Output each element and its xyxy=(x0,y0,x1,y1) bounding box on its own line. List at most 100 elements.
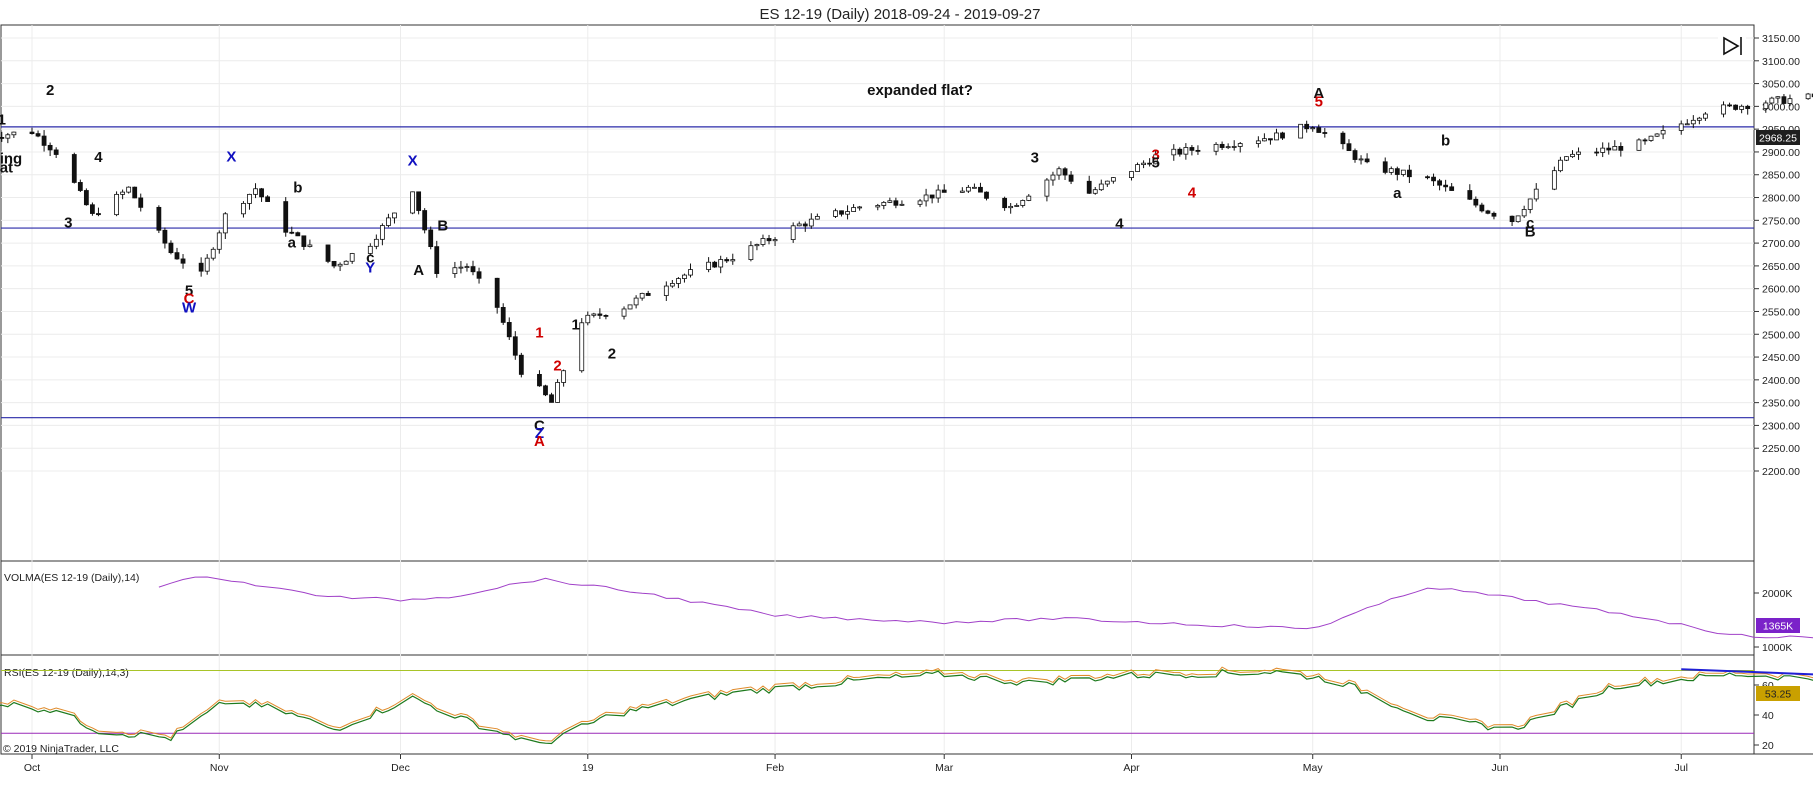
candle-body xyxy=(1533,188,1539,200)
candle-body xyxy=(289,231,295,234)
volma-label: VOLMA(ES 12-19 (Daily),14) xyxy=(4,572,139,584)
time-tick-label: Jul xyxy=(1675,762,1688,774)
volma-tick-1000k: 1000K xyxy=(1762,642,1792,654)
candle-body xyxy=(1092,189,1098,194)
candle-body xyxy=(1388,168,1394,173)
candle-body xyxy=(1745,105,1751,110)
wave-label: 1 xyxy=(535,324,543,341)
candle-body xyxy=(265,196,271,202)
candle-body xyxy=(500,307,506,323)
candle-body xyxy=(1763,102,1769,110)
grid-layer xyxy=(1,25,1754,754)
candle-body xyxy=(1231,146,1237,148)
candle-body xyxy=(1129,171,1134,178)
candle-body xyxy=(126,186,132,193)
candle-body xyxy=(1147,162,1153,165)
candle-body xyxy=(1225,146,1231,149)
candle-body xyxy=(1648,135,1654,141)
candle-body xyxy=(1141,162,1146,166)
candle-body xyxy=(1636,139,1642,151)
candle-body xyxy=(216,232,222,250)
candle-body xyxy=(730,259,736,262)
wave-label: C xyxy=(184,291,195,308)
candle-body xyxy=(766,238,772,242)
candle-body xyxy=(1014,205,1020,207)
wave-label: A xyxy=(413,262,424,279)
candle-body xyxy=(1346,143,1352,151)
candle-body xyxy=(555,382,560,403)
price-tick-label: 2500.00 xyxy=(1762,329,1800,341)
rsi-axis: 60 40 20 53.25 xyxy=(1754,680,1800,752)
candle-body xyxy=(978,186,983,193)
wave-label: 4 xyxy=(1188,185,1197,202)
candle-body xyxy=(1551,170,1557,190)
time-tick-label: Oct xyxy=(24,762,40,774)
candle-body xyxy=(959,190,965,193)
candle-body xyxy=(603,315,609,317)
volma-tick-2000k: 2000K xyxy=(1762,588,1792,600)
candle-body xyxy=(11,131,17,136)
candle-body xyxy=(1576,151,1581,155)
wave-label: 3 xyxy=(1151,147,1159,164)
candle-body xyxy=(712,261,718,268)
candle-body xyxy=(386,217,391,226)
candle-body xyxy=(1515,215,1521,223)
time-axis: OctNovDec19FebMarAprMayJunJulAugSepOctNo… xyxy=(24,754,1688,774)
candle-body xyxy=(96,213,101,216)
candle-body xyxy=(639,292,645,299)
candle-body xyxy=(494,277,500,308)
candle-body xyxy=(1183,147,1189,155)
play-toggle-icon[interactable] xyxy=(1718,34,1746,58)
wave-label: Z xyxy=(535,425,544,442)
candle-body xyxy=(247,193,252,204)
candle-body xyxy=(1189,147,1195,151)
candle-body xyxy=(1660,130,1666,135)
candle-body xyxy=(706,261,712,270)
candle-body xyxy=(1020,200,1026,206)
candle-body xyxy=(802,223,808,227)
candle-body xyxy=(1739,105,1745,110)
price-tick-label: 2800.00 xyxy=(1762,193,1800,205)
candle-body xyxy=(851,207,856,212)
time-tick-label: Nov xyxy=(210,762,229,774)
candle-body xyxy=(676,278,681,284)
last-price-label: 2968.25 xyxy=(1759,133,1797,145)
wave-label: 2 xyxy=(553,358,561,375)
candle-body xyxy=(935,189,941,199)
candle-body xyxy=(452,267,458,274)
wave-label: 3 xyxy=(64,215,72,232)
candle-body xyxy=(379,225,385,240)
rsi-line xyxy=(0,668,1813,745)
candle-body xyxy=(259,188,264,198)
price-tick-label: 2600.00 xyxy=(1762,284,1800,296)
rsi-series xyxy=(0,666,1813,745)
candle-body xyxy=(1304,123,1310,130)
candle-body xyxy=(984,191,989,199)
candle-body xyxy=(1425,176,1430,179)
candlestick-series xyxy=(0,92,1813,403)
candle-body xyxy=(71,154,77,183)
candle-body xyxy=(1213,143,1219,152)
wave-label: c xyxy=(1526,215,1534,232)
candle-body xyxy=(1727,104,1732,107)
candle-body xyxy=(156,206,162,231)
wave-label: C xyxy=(534,417,545,434)
price-tick-label: 2550.00 xyxy=(1762,306,1800,318)
candle-body xyxy=(663,285,669,296)
candle-body xyxy=(1769,97,1775,104)
candle-body xyxy=(343,260,349,265)
candle-body xyxy=(204,257,210,272)
candle-body xyxy=(114,193,119,216)
candle-body xyxy=(1340,132,1346,145)
last-price-badge: 2968.25 xyxy=(1756,130,1800,145)
candle-body xyxy=(1570,153,1575,158)
candle-body xyxy=(1690,119,1696,125)
price-tick-label: 2850.00 xyxy=(1762,170,1800,182)
wave-label: X xyxy=(226,149,236,166)
candle-body xyxy=(1261,138,1267,142)
wave-label: 4 xyxy=(94,149,103,166)
wave-label: 5 xyxy=(1151,154,1159,171)
candle-body xyxy=(241,202,246,215)
